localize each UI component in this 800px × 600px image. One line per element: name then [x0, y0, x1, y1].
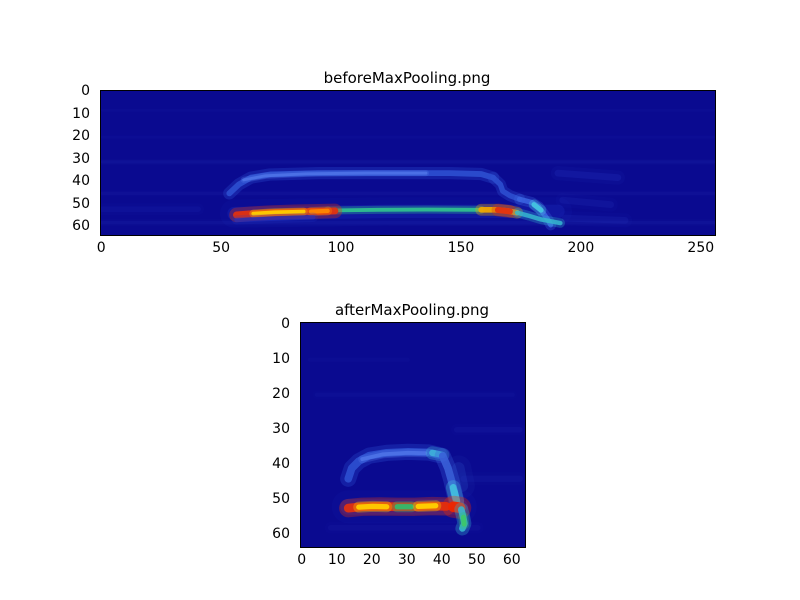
before-maxpooling-plot: beforeMaxPooling.png 0 10 20 30 40 50 60 0 50 10… — [72, 66, 716, 256]
plot-title-before: beforeMaxPooling.png — [323, 69, 491, 87]
heatmap-frame-before — [100, 90, 716, 236]
x-tick-label: 0 — [96, 240, 106, 256]
x-tick-label: 150 — [447, 240, 475, 256]
y-tick-label: 60 — [72, 218, 90, 235]
y-tick-label: 10 — [272, 350, 290, 367]
y-tick-label: 50 — [272, 490, 290, 507]
x-tick-label: 200 — [567, 240, 595, 256]
y-tick-label: 20 — [272, 385, 290, 402]
y-tick-label: 30 — [272, 420, 290, 437]
y-tick-label: 0 — [281, 315, 290, 332]
heatmap-frame-after — [300, 322, 526, 548]
y-tick-label: 40 — [272, 455, 290, 472]
y-tick-label: 50 — [72, 195, 90, 212]
after-maxpooling-heatmap — [301, 323, 525, 547]
y-tick-label: 30 — [72, 150, 90, 167]
x-tick-label: 50 — [467, 552, 486, 568]
y-tick-label: 60 — [272, 525, 290, 542]
y-tick-label: 40 — [72, 173, 90, 190]
x-tick-label: 20 — [362, 552, 381, 568]
x-tick-label: 60 — [502, 552, 521, 568]
x-tick-label: 0 — [297, 552, 307, 568]
after-maxpooling-plot: afterMaxPooling.png 0 10 20 30 40 50 60 0 10 20 3… — [272, 298, 526, 568]
x-tick-label: 40 — [432, 552, 451, 568]
y-tick-label: 20 — [72, 128, 90, 145]
y-tick-label: 10 — [72, 105, 90, 122]
y-tick-label: 0 — [81, 83, 90, 100]
x-tick-label: 250 — [687, 240, 715, 256]
x-tick-label: 50 — [212, 240, 231, 256]
x-tick-label: 100 — [327, 240, 355, 256]
plot-title-after: afterMaxPooling.png — [334, 301, 490, 319]
x-tick-label: 30 — [397, 552, 416, 568]
before-maxpooling-heatmap — [101, 91, 715, 235]
x-tick-label: 10 — [327, 552, 346, 568]
